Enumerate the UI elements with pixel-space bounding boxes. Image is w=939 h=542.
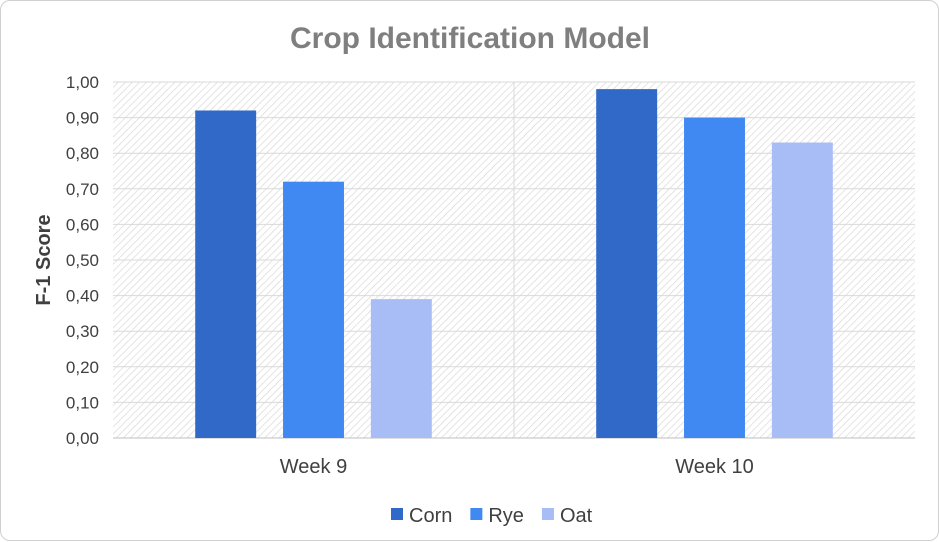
bar-corn-week-9 [195,110,257,438]
y-tick-label: 0,40 [66,287,99,306]
y-tick-label: 0,80 [66,144,99,163]
legend-label-oat: Oat [560,505,593,527]
y-tick-label: 0,30 [66,322,99,341]
legend-swatch-rye [470,508,483,520]
y-axis-label: F-1 Score [33,214,55,305]
y-tick-label: 0,50 [66,251,99,270]
legend-swatch-corn [391,508,403,520]
y-tick-label: 0,00 [66,429,99,448]
y-tick-label: 0,60 [66,215,99,234]
x-axis-categories: Week 9 Week 10 [280,456,754,478]
bar-corn-week-10 [596,89,658,439]
y-tick-label: 0,90 [66,109,99,128]
legend-label-rye: Rye [488,505,524,527]
bar-oat-week-9 [370,299,432,438]
y-tick-label: 0,10 [66,393,99,412]
y-tick-label: 0,70 [66,180,99,199]
legend: Corn Rye Oat [391,505,593,527]
y-tick-label: 0,20 [66,358,99,377]
legend-swatch-oat [541,508,554,520]
bar-oat-week-10 [771,142,833,438]
bar-rye-week-10 [684,117,745,438]
chart-title: Crop Identification Model [290,22,650,55]
x-category-label: Week 9 [280,456,347,478]
y-tick-label: 1,00 [66,73,99,92]
x-category-label: Week 10 [675,456,754,478]
legend-label-corn: Corn [409,505,452,527]
bar-rye-week-9 [283,181,344,438]
y-axis-ticks: 0,00 0,10 0,20 0,30 0,40 0,50 0,60 0,70 0,80 0,90… [66,73,99,448]
bars [195,89,833,439]
